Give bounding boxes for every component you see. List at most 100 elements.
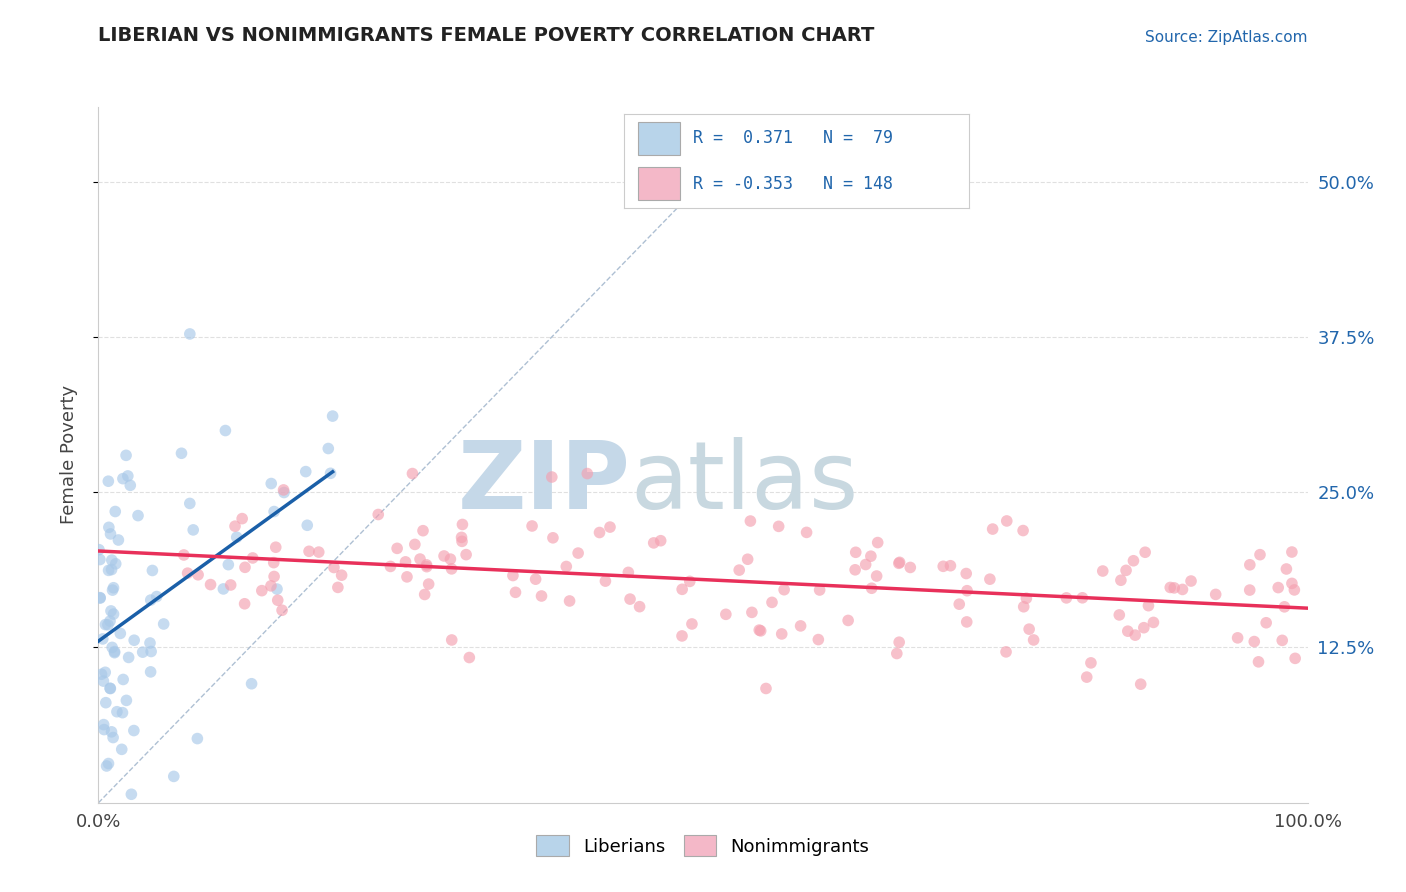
Point: [1275, 562, 1298, 576]
Point: [1129, 677, 1152, 691]
Point: [451, 517, 474, 532]
Point: [956, 615, 979, 629]
Point: [111, 472, 134, 486]
Point: [1247, 655, 1270, 669]
Point: [807, 632, 830, 647]
Point: [451, 534, 474, 549]
Point: [263, 556, 285, 570]
Point: [948, 597, 970, 611]
Point: [105, 705, 128, 719]
Point: [115, 693, 138, 707]
Point: [1133, 621, 1156, 635]
Point: [755, 681, 778, 696]
Point: [1142, 615, 1164, 630]
Point: [233, 560, 256, 574]
Point: [1180, 574, 1202, 588]
Point: [1015, 591, 1038, 606]
Point: [456, 548, 478, 562]
Point: [152, 617, 174, 632]
Point: [588, 525, 610, 540]
Point: [567, 546, 589, 560]
Point: [955, 566, 977, 581]
Point: [145, 590, 167, 604]
Point: [845, 545, 868, 559]
Point: [212, 582, 235, 596]
Point: [728, 563, 751, 577]
Point: [266, 582, 288, 596]
Point: [1284, 651, 1306, 665]
Point: [271, 603, 294, 617]
Point: [260, 476, 283, 491]
Point: [110, 626, 132, 640]
Point: [316, 442, 339, 456]
Point: [416, 559, 439, 574]
Point: [770, 627, 793, 641]
Point: [555, 559, 578, 574]
Point: [1243, 634, 1265, 648]
Point: [1018, 622, 1040, 636]
Point: [844, 563, 866, 577]
Point: [737, 552, 759, 566]
Point: [263, 504, 285, 518]
Point: [1071, 591, 1094, 605]
Point: [330, 568, 353, 582]
Point: [322, 409, 344, 423]
Point: [97, 756, 120, 771]
Point: [103, 607, 125, 621]
Point: [94, 665, 117, 680]
Point: [773, 582, 796, 597]
Y-axis label: Female Poverty: Female Poverty: [59, 385, 77, 524]
Point: [440, 632, 463, 647]
Point: [866, 535, 889, 549]
Point: [541, 531, 564, 545]
Text: LIBERIAN VS NONIMMIGRANTS FEMALE POVERTY CORRELATION CHART: LIBERIAN VS NONIMMIGRANTS FEMALE POVERTY…: [98, 26, 875, 45]
Point: [1267, 581, 1289, 595]
Point: [401, 467, 423, 481]
Point: [681, 616, 703, 631]
Point: [524, 572, 547, 586]
Point: [440, 562, 463, 576]
Point: [898, 560, 921, 574]
Point: [866, 569, 889, 583]
Point: [889, 555, 911, 569]
Point: [808, 582, 831, 597]
Point: [415, 558, 437, 572]
Point: [100, 724, 122, 739]
Point: [96, 759, 118, 773]
Point: [101, 583, 124, 598]
Point: [217, 558, 239, 572]
Point: [650, 533, 672, 548]
Point: [323, 560, 346, 574]
Point: [104, 557, 127, 571]
Point: [1012, 524, 1035, 538]
Point: [139, 665, 162, 679]
Point: [89, 591, 111, 605]
Point: [219, 578, 242, 592]
Point: [122, 723, 145, 738]
Point: [1091, 564, 1114, 578]
Point: [1205, 587, 1227, 601]
Point: [761, 595, 783, 609]
Point: [225, 530, 247, 544]
Text: Source: ZipAtlas.com: Source: ZipAtlas.com: [1144, 29, 1308, 45]
Point: [139, 593, 162, 607]
Point: [103, 581, 125, 595]
Point: [599, 520, 621, 534]
Point: [250, 583, 273, 598]
Point: [120, 478, 142, 492]
Point: [97, 520, 120, 534]
Point: [939, 558, 962, 573]
Point: [1171, 582, 1194, 597]
Point: [107, 533, 129, 547]
Point: [231, 511, 253, 525]
Point: [1239, 583, 1261, 598]
Point: [94, 617, 117, 632]
Point: [163, 769, 186, 783]
Point: [502, 568, 524, 582]
Point: [139, 636, 162, 650]
Point: [1108, 607, 1130, 622]
Legend: Liberians, Nonimmigrants: Liberians, Nonimmigrants: [529, 828, 877, 863]
Point: [97, 563, 120, 577]
Point: [748, 623, 770, 637]
Point: [120, 787, 142, 801]
